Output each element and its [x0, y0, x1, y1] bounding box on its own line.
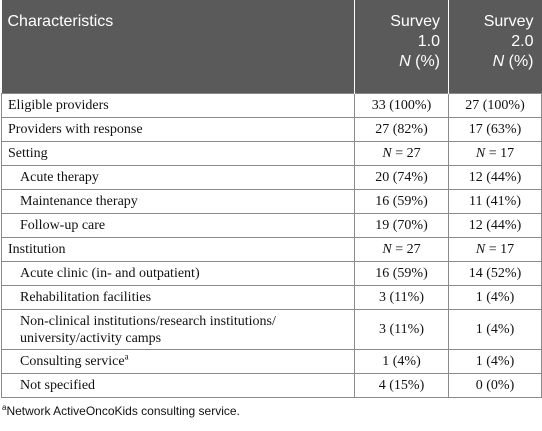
- survey-1-value: 3 (11%): [354, 285, 449, 310]
- survey-2-sample-size: N = 17: [448, 237, 542, 262]
- n-symbol: N: [475, 146, 486, 161]
- table-row: Consulting servicea 1 (4%) 1 (4%): [1, 349, 542, 374]
- row-label: Acute clinic (in- and outpatient): [1, 261, 355, 286]
- header-survey-2-line1: Survey: [483, 13, 534, 30]
- survey-2-value: 14 (52%): [448, 261, 542, 286]
- header-survey-1-line2: 1.0: [417, 33, 440, 50]
- footnote-marker: a: [2, 403, 7, 412]
- row-label-line1: Non-clinical institutions/research insti…: [20, 313, 276, 329]
- header-survey-1-n: N: [399, 53, 411, 70]
- survey-2-sample-size: N = 17: [448, 141, 542, 166]
- header-row: Characteristics Survey 1.0 N (%) Survey …: [1, 0, 542, 94]
- row-label: Acute therapy: [1, 165, 355, 190]
- row-label: Providers with response: [1, 117, 355, 142]
- table-row: Maintenance therapy 16 (59%) 11 (41%): [1, 189, 542, 214]
- survey-1-value: 4 (15%): [354, 373, 449, 398]
- table-row: Acute therapy 20 (74%) 12 (44%): [1, 165, 542, 190]
- survey-1-value: 19 (70%): [354, 213, 449, 238]
- table-row: Eligible providers 33 (100%) 27 (100%): [1, 93, 542, 118]
- row-label: Follow-up care: [1, 213, 355, 238]
- row-label: Consulting servicea: [1, 349, 355, 374]
- survey-1-sample-size: N = 27: [354, 237, 449, 262]
- table-row: Not specified 4 (15%) 0 (0%): [1, 373, 542, 398]
- table-row-section-setting: Setting N = 27 N = 17: [1, 141, 542, 166]
- section-label: Setting: [1, 141, 355, 166]
- n-value: = 17: [485, 146, 515, 161]
- survey-table-container: Characteristics Survey 1.0 N (%) Survey …: [1, 0, 542, 419]
- survey-1-value: 1 (4%): [354, 349, 449, 374]
- n-symbol: N: [382, 242, 392, 257]
- section-label: Institution: [1, 237, 355, 262]
- n-value: = 27: [391, 242, 421, 257]
- table-row-section-institution: Institution N = 27 N = 17: [1, 237, 542, 262]
- survey-1-value: 16 (59%): [354, 189, 449, 214]
- row-label: Eligible providers: [1, 93, 355, 118]
- n-value: = 27: [391, 146, 421, 161]
- footnote-marker: a: [124, 351, 129, 362]
- header-characteristics: Characteristics: [1, 0, 355, 94]
- row-label: Not specified: [1, 373, 355, 398]
- survey-2-value: 12 (44%): [448, 165, 542, 190]
- table-row: Acute clinic (in- and outpatient) 16 (59…: [1, 261, 542, 286]
- survey-2-value: 27 (100%): [448, 93, 542, 118]
- table-footnote: aNetwork ActiveOncoKids consulting servi…: [2, 403, 542, 419]
- survey-1-value: 3 (11%): [354, 309, 449, 350]
- table-row: Providers with response 27 (82%) 17 (63%…: [1, 117, 542, 142]
- row-label-line2: university/activity camps: [20, 330, 162, 346]
- table-row: Non-clinical institutions/research insti…: [1, 309, 542, 350]
- survey-1-value: 27 (82%): [354, 117, 449, 142]
- header-survey-2: Survey 2.0 N (%): [448, 0, 542, 94]
- characteristics-table: Characteristics Survey 1.0 N (%) Survey …: [1, 0, 542, 398]
- survey-2-value: 1 (4%): [448, 285, 542, 310]
- row-label: Rehabilitation facilities: [1, 285, 355, 310]
- header-survey-2-line2: 2.0: [511, 33, 534, 50]
- table-row: Follow-up care 19 (70%) 12 (44%): [1, 213, 542, 238]
- row-label-text: Consulting service: [20, 354, 125, 369]
- header-survey-2-n: N: [492, 53, 505, 70]
- survey-2-value: 1 (4%): [448, 309, 542, 350]
- survey-2-value: 12 (44%): [448, 213, 542, 238]
- table-row: Rehabilitation facilities 3 (11%) 1 (4%): [1, 285, 542, 310]
- survey-1-sample-size: N = 27: [354, 141, 449, 166]
- header-survey-1-pct: (%): [410, 53, 440, 70]
- survey-2-value: 0 (0%): [448, 373, 542, 398]
- n-symbol: N: [382, 146, 392, 161]
- row-label: Maintenance therapy: [1, 189, 355, 214]
- survey-2-value: 17 (63%): [448, 117, 542, 142]
- survey-2-value: 11 (41%): [448, 189, 542, 214]
- header-survey-1-line1: Survey: [390, 13, 440, 30]
- survey-1-value: 16 (59%): [354, 261, 449, 286]
- n-symbol: N: [475, 242, 486, 257]
- row-label: Non-clinical institutions/research insti…: [1, 309, 355, 350]
- header-survey-1: Survey 1.0 N (%): [354, 0, 449, 94]
- footnote-text: Network ActiveOncoKids consulting servic…: [6, 404, 240, 418]
- survey-1-value: 20 (74%): [354, 165, 449, 190]
- n-value: = 17: [485, 242, 515, 257]
- survey-1-value: 33 (100%): [354, 93, 449, 118]
- survey-2-value: 1 (4%): [448, 349, 542, 374]
- header-survey-2-pct: (%): [504, 53, 534, 70]
